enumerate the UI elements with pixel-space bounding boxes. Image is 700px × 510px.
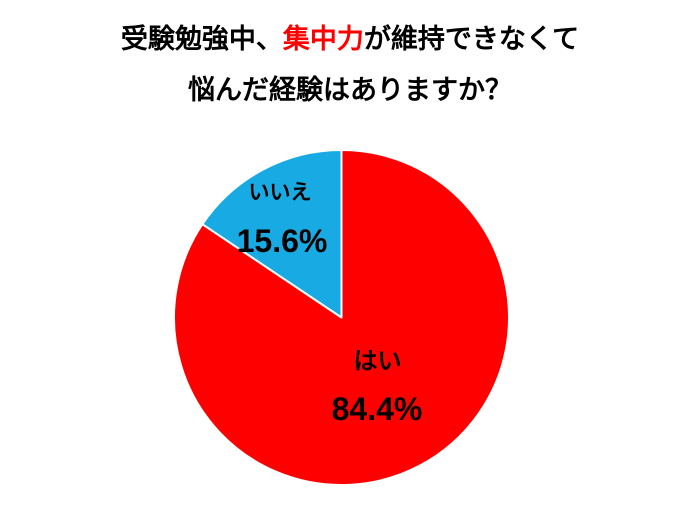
- svg-text:15.6%: 15.6%: [237, 223, 328, 259]
- svg-text:いいえ: いいえ: [249, 181, 312, 204]
- svg-text:はい: はい: [354, 348, 402, 375]
- svg-text:84.4%: 84.4%: [332, 391, 423, 427]
